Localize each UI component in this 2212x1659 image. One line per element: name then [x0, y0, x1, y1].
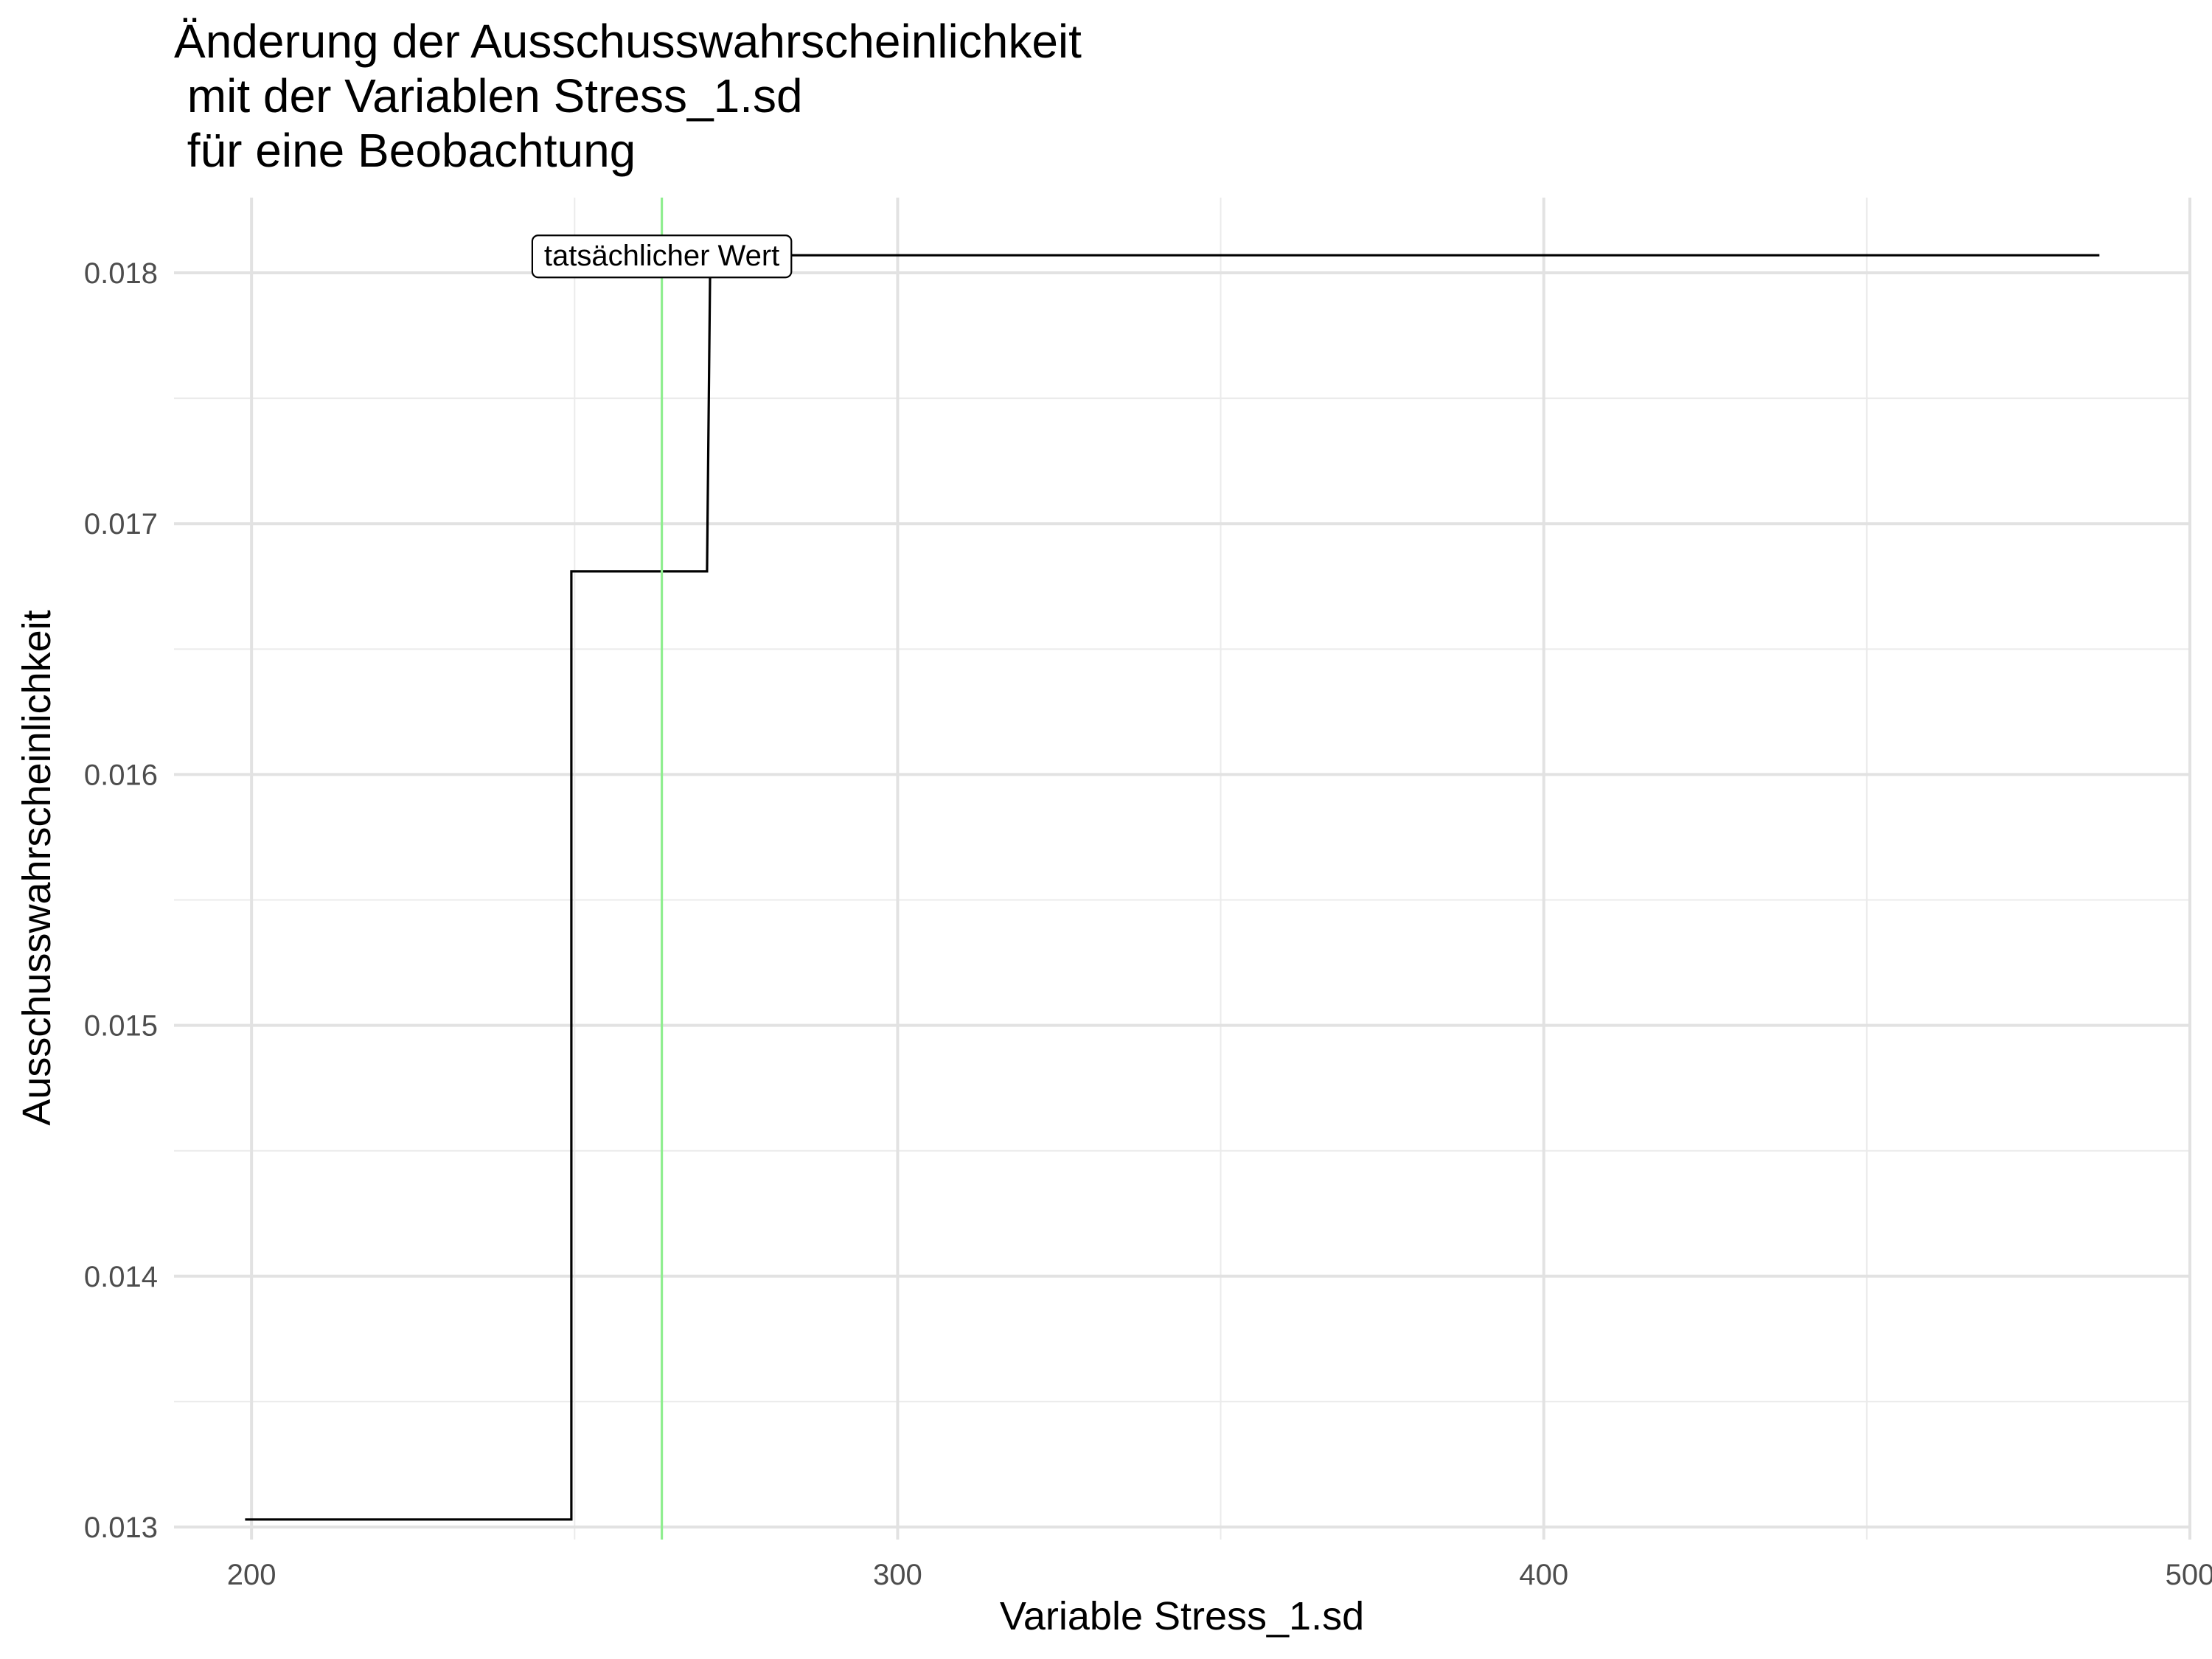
annotation-label: tatsächlicher Wert — [544, 240, 779, 272]
grid-major — [174, 198, 2191, 1540]
annotation: tatsächlicher Wert — [531, 234, 793, 279]
y-tick-label-5: 0.018 — [84, 257, 158, 290]
x-tick-label-1: 300 — [873, 1559, 922, 1591]
series-line-0 — [245, 254, 2100, 1521]
y-tick-label-4: 0.017 — [84, 508, 158, 540]
annotation-box — [531, 234, 793, 279]
y-tick-label-1: 0.014 — [84, 1261, 158, 1293]
x-axis-title: Variable Stress_1.sd — [1000, 1594, 1364, 1638]
chart-title-line-2: mit der Variablen Stress_1.sd — [174, 69, 803, 122]
x-tick-label-3: 500 — [2166, 1559, 2212, 1591]
x-tick-label-2: 400 — [1519, 1559, 1568, 1591]
x-tick-label-0: 200 — [227, 1559, 276, 1591]
chart-title-line-1: Änderung der Ausschusswahrscheinlichkeit — [174, 15, 1082, 68]
y-tick-label-0: 0.013 — [84, 1512, 158, 1544]
y-tick-labels: 0.013 0.014 0.015 0.016 0.017 0.018 — [84, 257, 158, 1544]
y-tick-label-3: 0.016 — [84, 759, 158, 791]
grid-minor — [174, 198, 2190, 1540]
series-layer — [245, 254, 2100, 1521]
x-tick-labels: 200 300 400 500 — [227, 1559, 2212, 1591]
y-tick-label-2: 0.015 — [84, 1010, 158, 1043]
chart-title-line-3: für eine Beobachtung — [174, 124, 636, 177]
y-axis-title: Ausschusswahrscheinlichkeit — [15, 610, 59, 1125]
